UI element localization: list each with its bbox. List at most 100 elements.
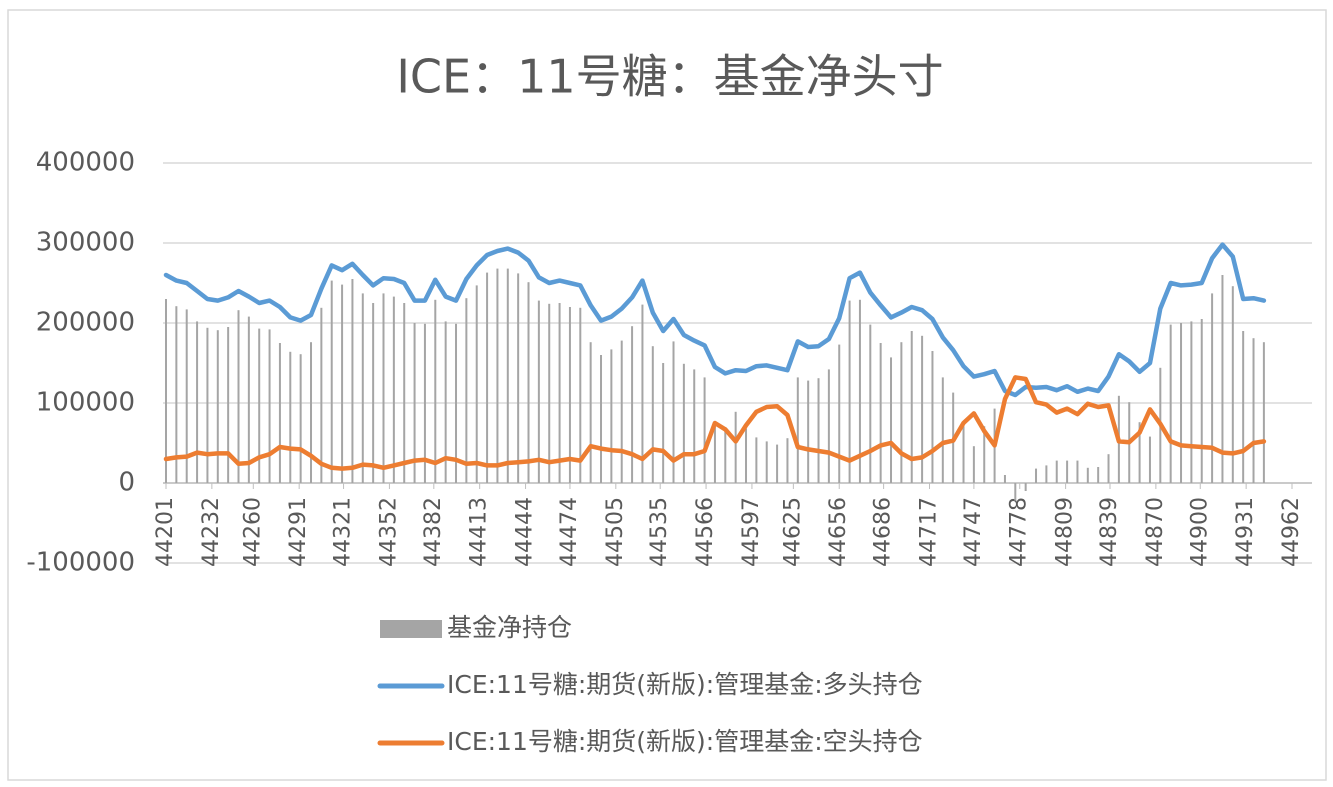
bar	[227, 327, 230, 483]
bar	[724, 427, 727, 483]
y-tick-label: -100000	[26, 548, 135, 578]
bar	[258, 328, 261, 483]
bar	[745, 428, 748, 483]
bar	[403, 303, 406, 483]
bar	[486, 272, 489, 483]
bar	[879, 343, 882, 483]
bar	[1066, 460, 1069, 483]
bar	[693, 369, 696, 483]
bar	[641, 304, 644, 483]
bar	[1169, 324, 1172, 483]
bar	[268, 329, 271, 483]
line	[163, 242, 1267, 398]
x-tick-label: 44931	[1233, 497, 1258, 567]
bar	[869, 324, 872, 483]
bar	[1107, 454, 1110, 483]
line	[163, 375, 1267, 471]
bar	[568, 307, 571, 483]
x-tick-label: 44900	[1187, 497, 1212, 567]
bar	[1231, 286, 1234, 483]
bar	[247, 316, 250, 483]
bar	[444, 321, 447, 483]
bar	[299, 354, 302, 483]
bar	[631, 326, 634, 483]
bar	[1045, 465, 1048, 483]
bar	[558, 303, 561, 483]
x-tick-label: 44686	[871, 497, 896, 567]
bar	[1211, 293, 1214, 483]
x-tick-label: 44444	[513, 497, 538, 567]
bar	[1014, 483, 1017, 501]
bar	[941, 377, 944, 483]
bar	[807, 380, 810, 483]
x-tick-label: 44382	[421, 497, 446, 567]
legend-label: ICE:11号糖:期货(新版):管理基金:多头持仓	[447, 670, 923, 699]
bar	[537, 300, 540, 483]
chart-border	[7, 9, 1327, 781]
bar	[817, 378, 820, 483]
bar	[662, 363, 665, 483]
bar	[1138, 422, 1141, 483]
x-tick-label: 44505	[603, 497, 628, 567]
bar	[330, 280, 333, 483]
bar	[310, 342, 313, 483]
chart-title: ICE：11号糖：基金净头寸	[396, 50, 943, 104]
x-tick-label: 44747	[961, 497, 986, 567]
x-tick-label: 44474	[557, 497, 582, 567]
x-tick-label: 44232	[199, 497, 224, 567]
bar	[713, 427, 716, 483]
x-tick-label: 44201	[153, 497, 178, 567]
bar	[1003, 475, 1006, 483]
bar	[392, 296, 395, 483]
bar	[175, 306, 178, 483]
bar	[1262, 342, 1265, 483]
bar	[1200, 319, 1203, 483]
bar	[1252, 338, 1255, 483]
bar	[455, 323, 458, 483]
bar	[1024, 483, 1027, 491]
bar	[341, 284, 344, 483]
bar	[651, 346, 654, 483]
bar	[765, 441, 768, 483]
bar	[1242, 331, 1245, 483]
bar	[1148, 436, 1151, 483]
x-tick-label: 44962	[1279, 497, 1304, 567]
bar	[1097, 467, 1100, 483]
bar	[496, 268, 499, 483]
bar	[351, 279, 354, 483]
bar	[734, 411, 737, 483]
x-tick-label: 44413	[467, 497, 492, 567]
y-tick-label: 400000	[36, 148, 135, 178]
bar	[600, 355, 603, 483]
x-tick-label: 44321	[331, 497, 356, 567]
bar	[910, 331, 913, 483]
bar	[796, 377, 799, 483]
bar	[1180, 323, 1183, 483]
x-tick-label: 44870	[1143, 497, 1168, 567]
bar	[506, 268, 509, 483]
bar	[672, 341, 675, 483]
bar	[858, 299, 861, 483]
bar	[216, 330, 219, 483]
bar	[185, 309, 188, 483]
y-tick-label: 200000	[36, 308, 135, 338]
x-tick-label: 44566	[693, 497, 718, 567]
bar	[289, 351, 292, 483]
bar	[361, 293, 364, 483]
bar	[1190, 321, 1193, 483]
y-tick-label: 100000	[36, 388, 135, 418]
bar	[434, 299, 437, 483]
x-tick-label: 44717	[916, 497, 941, 567]
legend-label: ICE:11号糖:期货(新版):管理基金:空头持仓	[447, 727, 923, 756]
bar	[1086, 467, 1089, 483]
bar	[931, 351, 934, 483]
y-tick-label: 0	[118, 468, 135, 498]
bar	[1035, 468, 1038, 483]
y-tick-label: 300000	[36, 228, 135, 258]
bar	[372, 303, 375, 483]
bar	[755, 437, 758, 483]
bar	[165, 299, 167, 483]
x-tick-label: 44625	[780, 497, 805, 567]
bar	[465, 298, 468, 483]
